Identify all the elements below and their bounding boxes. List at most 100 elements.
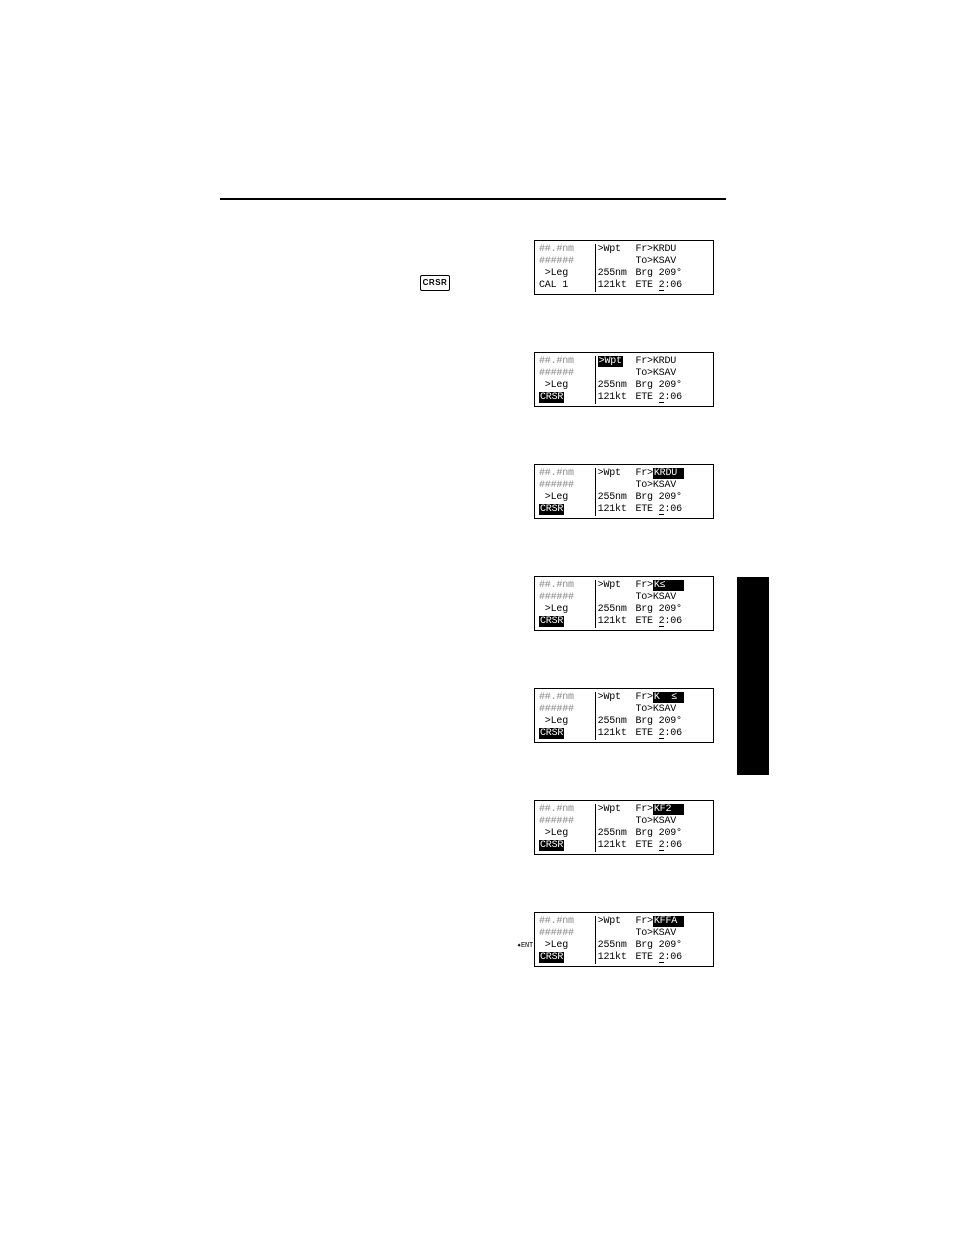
mode-field: CRSR — [539, 616, 588, 628]
ete-field: ETE 2:06 — [635, 728, 709, 740]
divider — [588, 492, 596, 504]
brg-field: Brg 209° — [635, 828, 709, 840]
leg-dist: 255nm — [596, 380, 636, 392]
wpt-label: >Wpt — [596, 468, 636, 480]
mode-field: CRSR — [539, 392, 588, 404]
from-field: Fr>K≤ — [635, 580, 709, 592]
leg-dist: 255nm — [596, 828, 636, 840]
blank — [596, 816, 636, 828]
mode-field: CRSR — [539, 840, 588, 852]
ete-field: ETE 2:06 — [635, 280, 709, 292]
crsr-key-icon: CRSR — [420, 275, 450, 291]
brg-field: Brg 209° — [635, 492, 709, 504]
divider — [588, 928, 596, 940]
divider — [588, 916, 596, 928]
lcd-screen-6: ##.#nm >WptFr>KF2 ###### To>KSAV >Leg 255nm… — [534, 800, 714, 855]
blank — [596, 368, 636, 380]
divider — [588, 256, 596, 268]
ete-field: ETE 2:06 — [635, 952, 709, 964]
divider — [588, 244, 596, 256]
blank — [596, 704, 636, 716]
divider — [588, 580, 596, 592]
leg-label: >Leg — [539, 716, 588, 728]
divider — [588, 952, 596, 964]
wpt-label: >Wpt — [596, 916, 636, 928]
leg-label: >Leg — [539, 492, 588, 504]
to-field: To>KSAV — [635, 368, 709, 380]
brg-field: Brg 209° — [635, 268, 709, 280]
wpt-label: >Wpt — [596, 580, 636, 592]
lcd-screen-2: ##.#nm>WptFr>KRDU######To>KSAV >Leg255nm… — [534, 352, 714, 407]
lcd-screen-1: ##.#nm>WptFr>KRDU######To>KSAV >Leg255nm… — [534, 240, 714, 295]
divider — [588, 380, 596, 392]
mode-field: CRSR — [539, 728, 588, 740]
blank-field: ###### — [539, 592, 588, 604]
blank — [596, 928, 636, 940]
blank-field: ###### — [539, 480, 588, 492]
divider — [588, 392, 596, 404]
speed-field: 121kt — [596, 728, 636, 740]
divider — [588, 268, 596, 280]
from-field: Fr>KRDU — [635, 356, 709, 368]
to-field: To>KSAV — [635, 704, 709, 716]
wpt-label: >Wpt — [596, 692, 636, 704]
blank-field: ###### — [539, 816, 588, 828]
divider — [588, 592, 596, 604]
speed-field: 121kt — [596, 616, 636, 628]
divider — [588, 940, 596, 952]
divider — [588, 368, 596, 380]
divider — [588, 356, 596, 368]
to-field: To>KSAV — [635, 480, 709, 492]
dist-field: ##.#nm — [539, 580, 588, 592]
from-field: Fr>KFFA — [635, 916, 709, 928]
blank-field: ###### — [539, 368, 588, 380]
from-field: Fr>KRDU — [635, 244, 709, 256]
mode-field: CRSR — [539, 952, 588, 964]
to-field: To>KSAV — [635, 928, 709, 940]
blank — [596, 480, 636, 492]
dist-field: ##.#nm — [539, 356, 588, 368]
leg-label: >Leg — [539, 604, 588, 616]
divider — [588, 692, 596, 704]
brg-field: Brg 209° — [635, 604, 709, 616]
divider — [588, 716, 596, 728]
leg-dist: 255nm — [596, 268, 636, 280]
dist-field: ##.#nm — [539, 692, 588, 704]
brg-field: Brg 209° — [635, 940, 709, 952]
wpt-label: >Wpt — [596, 244, 636, 256]
header-rule — [220, 198, 726, 200]
speed-field: 121kt — [596, 504, 636, 516]
leg-label: >Leg — [539, 940, 588, 952]
from-field: Fr>K ≤ — [635, 692, 709, 704]
blank-field: ###### — [539, 704, 588, 716]
leg-label: >Leg — [539, 828, 588, 840]
dist-field: ##.#nm — [539, 804, 588, 816]
leg-label: >Leg — [539, 380, 588, 392]
ete-field: ETE 2:06 — [635, 840, 709, 852]
mode-field: CRSR — [539, 504, 588, 516]
divider — [588, 504, 596, 516]
wpt-label: >Wpt — [596, 804, 636, 816]
leg-dist: 255nm — [596, 716, 636, 728]
lcd-screen-7: ##.#nm>WptFr>KFFA ######To>KSAV✷ENT >Leg… — [534, 912, 714, 967]
to-field: To>KSAV — [635, 816, 709, 828]
ete-field: ETE 2:06 — [635, 616, 709, 628]
divider — [588, 468, 596, 480]
ete-field: ETE 2:06 — [635, 504, 709, 516]
blank — [596, 592, 636, 604]
speed-field: 121kt — [596, 952, 636, 964]
divider — [588, 828, 596, 840]
lcd-screen-5: ##.#nm >WptFr>K ≤ ###### To>KSAV >Leg 255nm… — [534, 688, 714, 743]
brg-field: Brg 209° — [635, 716, 709, 728]
from-field: Fr>KRDU — [635, 468, 709, 480]
to-field: To>KSAV — [635, 256, 709, 268]
from-field: Fr>KF2 — [635, 804, 709, 816]
leg-dist: 255nm — [596, 940, 636, 952]
divider — [588, 616, 596, 628]
mode-field: CAL 1 — [539, 280, 588, 292]
leg-dist: 255nm — [596, 492, 636, 504]
blank-field: ###### — [539, 256, 588, 268]
divider — [588, 604, 596, 616]
blank-field: ###### — [539, 928, 588, 940]
speed-field: 121kt — [596, 280, 636, 292]
